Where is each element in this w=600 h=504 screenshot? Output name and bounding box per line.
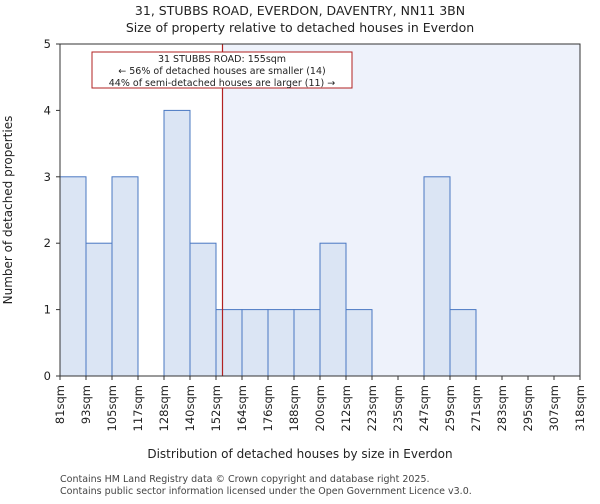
chart-title: 31, STUBBS ROAD, EVERDON, DAVENTRY, NN11…: [135, 3, 465, 18]
x-tick-label-295sqm: 295sqm: [521, 385, 535, 431]
annotation-box: [91, 51, 353, 89]
x-tick-label-176sqm: 176sqm: [261, 385, 275, 431]
x-tick-label-117sqm: 117sqm: [131, 385, 145, 431]
x-tick-label-247sqm: 247sqm: [417, 385, 431, 431]
annotation-line-1: 31 STUBBS ROAD: 155sqm: [158, 54, 286, 65]
y-tick-label-0: 0: [44, 369, 51, 383]
x-tick-label-128sqm: 128sqm: [157, 385, 171, 431]
x-tick-label-93sqm: 93sqm: [79, 385, 93, 424]
bar-164sqm: [241, 309, 269, 377]
x-tick-label-307sqm: 307sqm: [547, 385, 561, 431]
y-tick-label-2: 2: [44, 236, 51, 250]
x-tick-label-318sqm: 318sqm: [573, 385, 587, 431]
bar-200sqm: [319, 242, 347, 377]
annotation-line-2: ← 56% of detached houses are smaller (14…: [118, 66, 325, 77]
bar-140sqm: [189, 242, 217, 377]
x-tick-label-164sqm: 164sqm: [235, 385, 249, 431]
bars: [59, 109, 477, 377]
bar-247sqm: [423, 176, 451, 377]
bar-128sqm: [163, 109, 191, 377]
bar-176sqm: [267, 309, 295, 377]
x-tick-label-283sqm: 283sqm: [495, 385, 509, 431]
x-tick-label-259sqm: 259sqm: [443, 385, 457, 431]
x-axis-label: Distribution of detached houses by size …: [147, 447, 452, 461]
bar-188sqm: [293, 309, 321, 377]
x-tick-label-152sqm: 152sqm: [209, 385, 223, 431]
y-axis-label: Number of detached properties: [1, 116, 15, 305]
y-tick-label-5: 5: [44, 37, 51, 51]
y-tick-label-3: 3: [44, 170, 51, 184]
y-tick-label-4: 4: [44, 103, 51, 117]
bar-152sqm: [215, 309, 243, 377]
bar-212sqm: [345, 309, 373, 377]
x-tick-label-212sqm: 212sqm: [339, 385, 353, 431]
x-tick-label-200sqm: 200sqm: [313, 385, 327, 431]
bar-93sqm: [85, 242, 113, 377]
bar-259sqm: [449, 309, 477, 377]
x-tick-label-235sqm: 235sqm: [391, 385, 405, 431]
annotation-line-3: 44% of semi-detached houses are larger (…: [109, 78, 336, 89]
marker-annotation: 31 STUBBS ROAD: 155sqm ← 56% of detached…: [91, 51, 353, 89]
x-tick-label-188sqm: 188sqm: [287, 385, 301, 431]
x-tick-label-140sqm: 140sqm: [183, 385, 197, 431]
y-axis-ticks: 0 1 2 3 4 5: [44, 37, 60, 383]
footer-line-2: Contains public sector information licen…: [60, 486, 472, 497]
chart-subtitle: Size of property relative to detached ho…: [126, 20, 474, 35]
x-tick-label-81sqm: 81sqm: [53, 385, 67, 424]
x-tick-label-105sqm: 105sqm: [105, 385, 119, 431]
bar-105sqm: [111, 176, 139, 377]
bar-81sqm: [59, 176, 87, 377]
footer-line-1: Contains HM Land Registry data © Crown c…: [60, 474, 430, 485]
y-tick-label-1: 1: [44, 303, 51, 317]
x-tick-label-271sqm: 271sqm: [469, 385, 483, 431]
x-tick-label-223sqm: 223sqm: [365, 385, 379, 431]
x-axis-ticks: 81sqm 93sqm 105sqm 117sqm 128sqm 140sqm 152sqm…: [53, 376, 587, 431]
